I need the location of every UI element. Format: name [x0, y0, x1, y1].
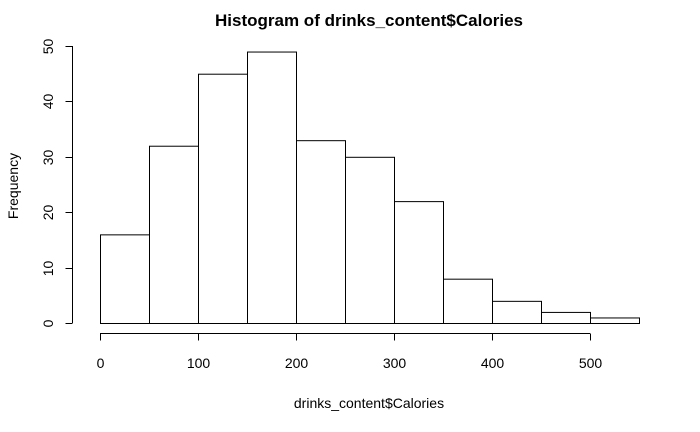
bars-group	[100, 51, 640, 325]
histogram-bar-9	[541, 311, 591, 325]
x-tick-label-4: 400	[481, 355, 505, 371]
x-axis: 0 100 200 300 400 500	[97, 333, 603, 371]
histogram-bar-8	[492, 300, 542, 324]
y-tick-label-2: 20	[40, 205, 56, 221]
x-tick-label-0: 0	[97, 355, 105, 371]
histogram-bar-5	[345, 156, 395, 324]
x-axis-label: drinks_content$Calories	[294, 395, 444, 411]
y-tick-label-5: 50	[40, 39, 56, 55]
chart-title: Histogram of drinks_content$Calories	[215, 11, 523, 30]
y-tick-label-1: 10	[40, 261, 56, 277]
x-tick-label-5: 500	[579, 355, 603, 371]
histogram-bar-6	[394, 201, 444, 324]
histogram-bar-1	[149, 145, 199, 324]
x-tick-label-2: 200	[285, 355, 309, 371]
y-axis-label: Frequency	[5, 153, 21, 219]
y-tick-label-0: 0	[40, 319, 56, 327]
x-tick-label-1: 100	[187, 355, 211, 371]
histogram-bar-10	[590, 317, 640, 324]
histogram-bar-7	[443, 278, 493, 324]
y-axis: 0 10 20 30 40 50	[40, 39, 73, 327]
histogram-bar-3	[247, 51, 297, 324]
histogram-bar-0	[100, 234, 150, 324]
y-tick-label-3: 30	[40, 150, 56, 166]
histogram-bar-2	[198, 73, 248, 324]
x-tick-label-3: 300	[383, 355, 407, 371]
histogram-bar-4	[296, 140, 346, 324]
y-tick-label-4: 40	[40, 94, 56, 110]
